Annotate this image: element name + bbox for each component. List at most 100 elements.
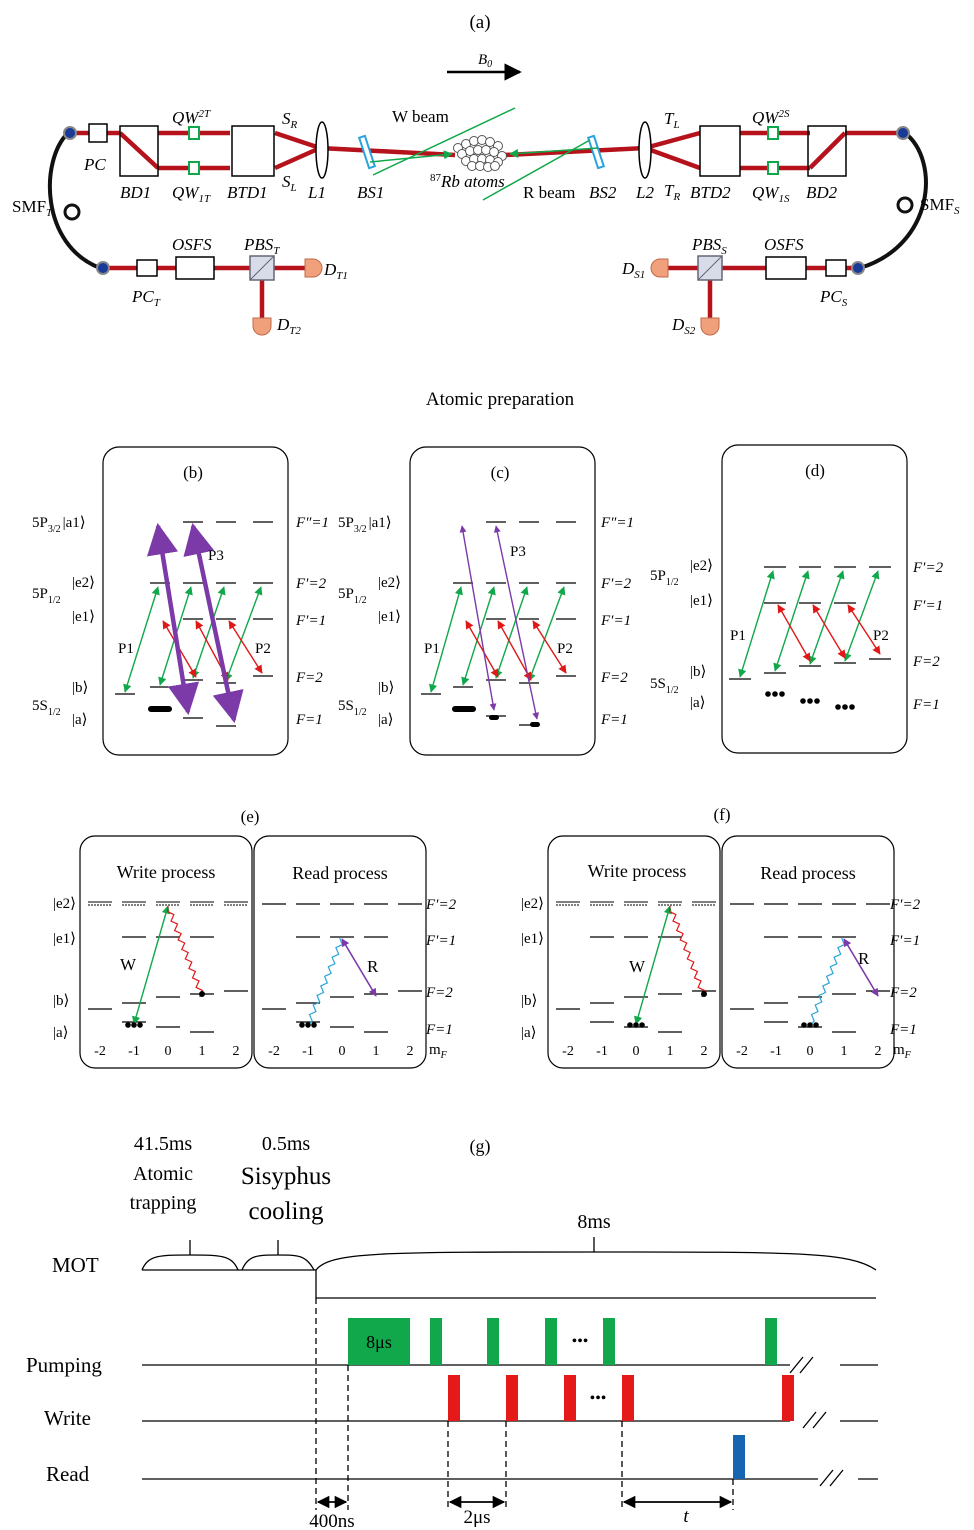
- beam-splitter-bs1: [357, 134, 377, 170]
- state-label: |a⟩: [521, 1025, 537, 1041]
- panel-e-read-frame: [253, 835, 427, 1069]
- sr-label: SR: [282, 109, 298, 131]
- sisyphus-time-label: 0.5ms: [262, 1133, 311, 1155]
- detector-dt1-icon: [304, 258, 323, 278]
- p1-label: P1: [118, 641, 134, 657]
- pbst-label: PBST: [243, 235, 280, 257]
- pumping-pulse: [430, 1318, 442, 1365]
- atom-population: [779, 691, 785, 697]
- dt2-label: DT2: [276, 315, 301, 337]
- f-label: F′=2: [295, 576, 327, 592]
- state-label: |e1⟩: [53, 931, 76, 947]
- atoms-label: 87Rb atoms: [430, 172, 505, 191]
- p1-arrow: [843, 570, 880, 662]
- atom-population: [633, 1022, 639, 1028]
- atom-population: [137, 1022, 143, 1028]
- f-label: F′=2: [889, 897, 921, 913]
- write-pulse: [506, 1375, 518, 1421]
- atom-population: [148, 706, 172, 712]
- ds1-label: DS1: [621, 259, 645, 281]
- w-label: W: [120, 955, 137, 974]
- magnetic-field-label: B0: [478, 52, 492, 70]
- f-label: F′=1: [912, 598, 943, 614]
- p2-arrow: [777, 604, 811, 662]
- read-arrow: [843, 938, 879, 997]
- atom-dot: [485, 137, 495, 147]
- write-pulse: [782, 1375, 794, 1421]
- atom-population: [849, 704, 855, 710]
- write-pulses: [448, 1375, 794, 1421]
- f-label: F=1: [425, 1022, 453, 1038]
- p2-label: P2: [557, 641, 573, 657]
- atom-population: [807, 698, 813, 704]
- sisyphus-label-line1: Sisyphus: [241, 1163, 331, 1190]
- polarization-controller-s-box: [825, 259, 847, 277]
- p2-arrow: [465, 620, 499, 678]
- state-label: |a⟩: [690, 695, 706, 711]
- f-label: F=2: [889, 985, 917, 1001]
- sisyphus-label-line2: cooling: [249, 1198, 324, 1225]
- p1-arrow: [224, 586, 263, 682]
- pumping-pulse: [603, 1318, 615, 1365]
- pumping-ellipsis: •••: [572, 1333, 589, 1350]
- timing-guides: [315, 1298, 734, 1510]
- state-label: |e1⟩: [378, 609, 401, 625]
- pumping-pulse: [348, 1318, 410, 1365]
- w-beam-label: W beam: [392, 107, 449, 126]
- panel-g-label: (g): [470, 1136, 491, 1157]
- trap-time-label: 41.5ms: [134, 1133, 193, 1155]
- ds2-label: DS2: [671, 315, 696, 337]
- state-label: |e1⟩: [521, 931, 544, 947]
- pbs-t-diagonal: [249, 255, 275, 281]
- write-arrow: [132, 905, 170, 1025]
- state-label: 5P3/2 |a1⟩: [338, 515, 392, 535]
- beam-displacer-bd1: [119, 125, 159, 177]
- r-label: R: [858, 949, 870, 968]
- w-label: W: [629, 957, 646, 976]
- state-label: 5S1/2: [32, 698, 61, 718]
- storage-time-t-label: t: [683, 1506, 689, 1527]
- f-label: F=2: [912, 654, 940, 670]
- mf-tick: -2: [94, 1044, 106, 1059]
- pbs-s-diagonal: [697, 255, 723, 281]
- r-label: R: [367, 957, 379, 976]
- braces: [141, 1237, 877, 1271]
- atom-population: [765, 691, 771, 697]
- bs2-label: BS2: [589, 183, 617, 202]
- p3-label: P3: [510, 544, 526, 560]
- atom-population: [800, 698, 806, 704]
- mf-tick: 0: [339, 1044, 346, 1059]
- atom-dot: [489, 147, 499, 157]
- detector-dt2-icon: [252, 317, 272, 336]
- pumping-pulse: [545, 1318, 557, 1365]
- panel-g-timing: (g) 41.5ms Atomic trapping 0.5ms Sisyphu…: [26, 1133, 878, 1530]
- quarter-wave-plate-1s: [767, 161, 779, 175]
- state-label: |e2⟩: [53, 896, 76, 912]
- write-process-title: Write process: [588, 861, 687, 881]
- p2-label: P2: [873, 628, 889, 644]
- trap-label-line2: trapping: [130, 1192, 197, 1214]
- period-2us-label: 2μs: [463, 1507, 490, 1528]
- f-label: F=1: [889, 1022, 917, 1038]
- qw2s-label: QW2S: [752, 108, 790, 127]
- panel-e-write-frame: [79, 835, 253, 1069]
- read-process-title: Read process: [292, 863, 387, 883]
- atom-population: [801, 1022, 807, 1028]
- state-label: |b⟩: [53, 993, 69, 1009]
- state-label: 5S1/2: [650, 676, 679, 696]
- pumping-pulse: [487, 1318, 499, 1365]
- panel-e-levels: |e2⟩ |e1⟩ |b⟩ |a⟩ F′=2 F′=1 F=2 F=1 mF -2 -2 -1 -1 0 0…: [53, 896, 457, 1061]
- trap-label-line1: Atomic: [133, 1163, 193, 1185]
- panel-c-levels: [421, 521, 576, 727]
- panel-a-labels: PC BD1 QW2T QW1T BTD1 SR SL L1 BS1 W bea…: [12, 107, 960, 337]
- lens-l2: [638, 121, 652, 179]
- write-pulse: [564, 1375, 576, 1421]
- btd1-label: BTD1: [227, 183, 268, 202]
- state-label: |a⟩: [378, 712, 394, 728]
- pumping-pulse-duration: 8μs: [366, 1332, 392, 1352]
- bd2-label: BD2: [806, 183, 838, 202]
- atom-population: [311, 1022, 317, 1028]
- bs1-label: BS1: [357, 183, 384, 202]
- beam-displacer-btd1: [231, 125, 275, 177]
- w-beam-line: [372, 107, 516, 176]
